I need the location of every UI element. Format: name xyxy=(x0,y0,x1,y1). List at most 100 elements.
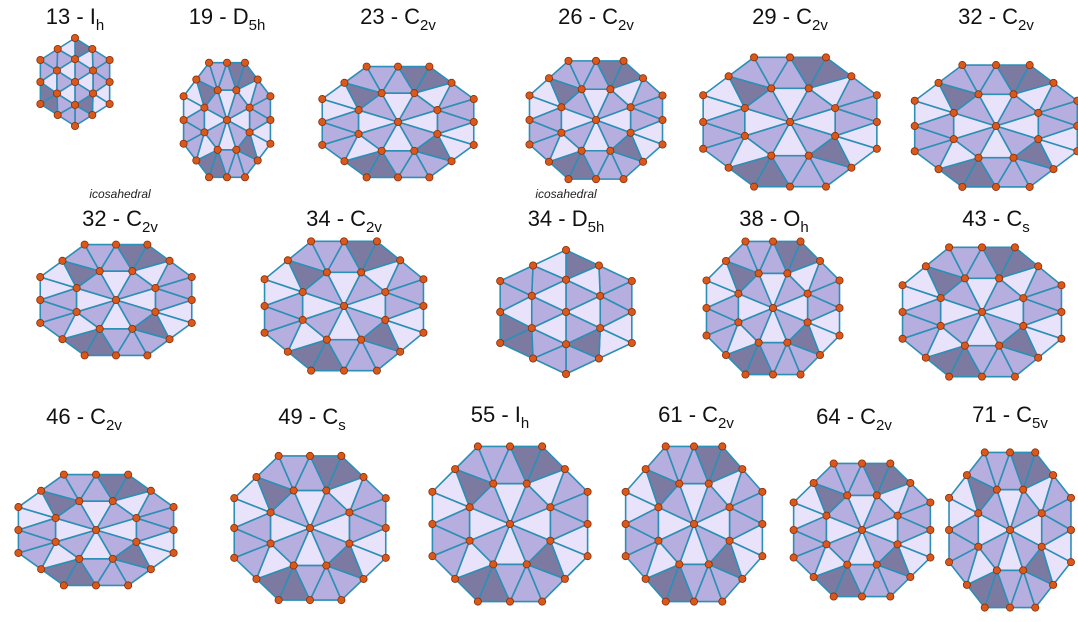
atom-marker xyxy=(1009,90,1018,99)
atom-marker xyxy=(337,596,346,605)
atom-marker xyxy=(58,256,67,265)
atom-marker xyxy=(769,303,778,312)
atom-marker xyxy=(872,144,881,153)
atom-marker xyxy=(71,34,80,43)
atom-marker xyxy=(546,503,555,512)
label-separator: - xyxy=(552,206,572,231)
point-group: D xyxy=(232,4,249,29)
atom-marker xyxy=(1066,526,1075,535)
atom-marker xyxy=(906,478,915,487)
atom-marker xyxy=(451,574,460,583)
atom-marker xyxy=(496,307,505,316)
atom-marker xyxy=(381,315,390,324)
atom-marker xyxy=(381,288,390,297)
atom-marker xyxy=(734,289,743,298)
atom-marker xyxy=(525,116,534,125)
atom-marker xyxy=(298,315,307,324)
atom-marker xyxy=(699,91,708,100)
atom-marker xyxy=(945,372,954,381)
atom-marker xyxy=(1073,122,1078,130)
atom-marker xyxy=(108,554,117,563)
point-group: C xyxy=(1016,402,1033,427)
atom-marker xyxy=(560,574,569,583)
atom-marker xyxy=(230,494,239,503)
polyhedron-face xyxy=(977,93,1015,127)
atom-marker xyxy=(489,479,498,488)
atom-marker xyxy=(112,351,121,360)
atom-marker xyxy=(112,295,121,304)
atom-marker xyxy=(992,566,1001,575)
atom-marker xyxy=(51,537,60,546)
atom-marker xyxy=(949,135,958,144)
atom-marker xyxy=(958,182,967,191)
cluster-label: 26 - C2v xyxy=(558,4,634,34)
cluster-label: 34 - C2v xyxy=(306,208,382,236)
atom-marker xyxy=(592,175,601,184)
atom-marker xyxy=(641,574,650,583)
atom-marker xyxy=(1073,96,1078,105)
atom-marker xyxy=(419,328,428,337)
atom-marker xyxy=(359,473,368,482)
atom-marker xyxy=(36,100,45,109)
cluster-label: 34 - D5h xyxy=(528,206,605,236)
atom-marker xyxy=(661,597,670,606)
cluster-size: 26 xyxy=(558,4,583,29)
atom-marker xyxy=(960,341,969,350)
polyhedron-face xyxy=(770,87,810,123)
atom-marker xyxy=(906,573,915,582)
cluster-note: icosahedral xyxy=(535,187,597,201)
atom-marker xyxy=(639,74,648,83)
atom-marker xyxy=(1049,165,1058,174)
cluster-label: 32 - C2v xyxy=(958,6,1034,34)
atom-marker xyxy=(725,536,734,545)
point-group: C xyxy=(796,4,813,29)
atom-marker xyxy=(992,61,1001,70)
atom-marker xyxy=(75,554,84,563)
point-group: O xyxy=(783,206,801,231)
atom-marker xyxy=(974,90,983,99)
atom-marker xyxy=(428,487,437,496)
atom-marker xyxy=(789,526,798,535)
atom-marker xyxy=(393,173,402,182)
polyhedron-face xyxy=(846,494,878,531)
atom-marker xyxy=(362,62,371,71)
atom-marker xyxy=(1034,353,1043,362)
atom-marker xyxy=(583,487,592,496)
point-group: C xyxy=(90,404,107,429)
atom-marker xyxy=(240,173,249,182)
atom-marker xyxy=(146,565,155,574)
atom-marker xyxy=(741,237,750,246)
atom-marker xyxy=(858,459,867,468)
atom-marker xyxy=(213,145,222,154)
point-group: C xyxy=(1006,206,1023,231)
point-group: C xyxy=(126,206,143,231)
atom-marker xyxy=(505,520,514,529)
atom-marker xyxy=(835,276,844,285)
atom-marker xyxy=(594,261,603,270)
atom-marker xyxy=(606,146,615,155)
atom-marker xyxy=(529,354,538,363)
atom-marker xyxy=(821,182,830,191)
atom-marker xyxy=(702,276,711,285)
atom-marker xyxy=(789,553,798,562)
atom-marker xyxy=(322,268,331,277)
atom-marker xyxy=(469,118,478,127)
point-group-subscript: 2v xyxy=(1018,17,1034,34)
atom-marker xyxy=(893,511,902,520)
atom-marker xyxy=(187,318,196,327)
point-group: C xyxy=(702,402,719,427)
atom-marker xyxy=(230,553,239,562)
atom-marker xyxy=(626,103,635,112)
atom-marker xyxy=(809,478,818,487)
atom-marker xyxy=(1019,321,1028,330)
cluster-size: 13 xyxy=(45,4,71,29)
atom-marker xyxy=(641,465,650,474)
atom-marker xyxy=(822,540,831,549)
atom-marker xyxy=(58,335,67,344)
atom-marker xyxy=(128,267,137,276)
atom-marker xyxy=(52,89,61,98)
atom-marker xyxy=(626,128,635,137)
